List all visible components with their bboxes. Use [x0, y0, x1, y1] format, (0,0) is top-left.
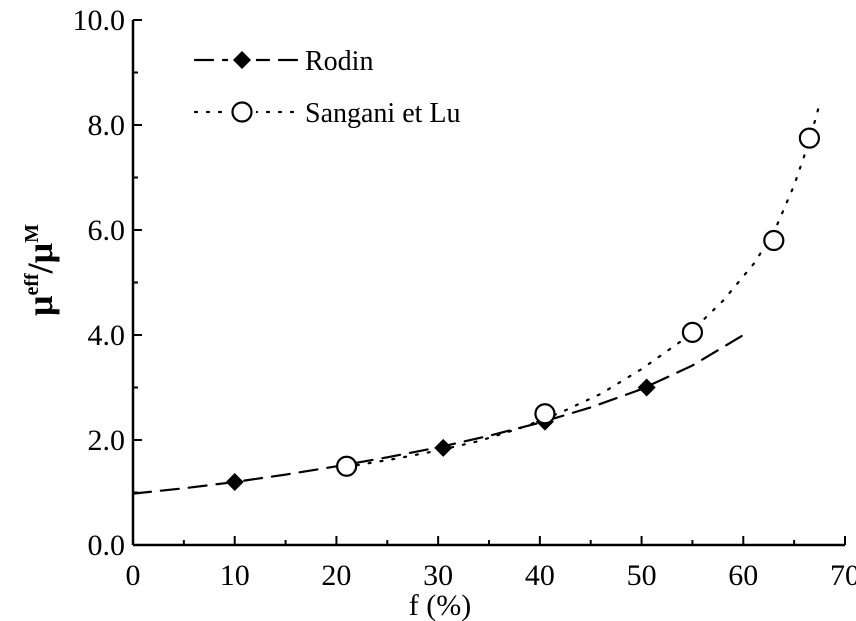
rodin-data-point	[434, 438, 453, 457]
y-tick-label: 4.0	[88, 319, 126, 352]
x-tick-label: 30	[423, 559, 453, 592]
svg-text:μeff/μM: μeff/μM	[20, 224, 60, 316]
y-axis-title-base2: μ	[20, 243, 60, 263]
x-tick-label: 70	[830, 559, 856, 592]
series-curve-rodin	[131, 333, 745, 495]
y-tick-label: 6.0	[88, 214, 126, 247]
legend-marker-rodin	[233, 51, 251, 69]
legend-label-rodin: Rodin	[305, 46, 373, 77]
sangani-et-lu-data-point	[681, 321, 704, 343]
x-tick-label: 10	[220, 559, 250, 592]
legend-label-sangani-et-lu: Sangani et Lu	[305, 98, 461, 129]
y-tick-label: 10.0	[73, 4, 126, 37]
x-tick-label: 40	[525, 559, 555, 592]
legend: Rodin Sangani et Lu	[193, 46, 461, 129]
sangani-et-lu-data-point	[336, 455, 358, 477]
rodin-data-point	[637, 378, 656, 397]
series-markers	[225, 127, 821, 491]
sangani-et-lu-data-point	[534, 403, 556, 425]
series-curves	[131, 102, 821, 495]
legend-marker-sangani-et-lu	[231, 101, 253, 123]
series-curve-sangani-et-lu	[355, 102, 821, 467]
x-tick-label: 0	[126, 559, 141, 592]
y-axis-title: μeff/μM	[20, 224, 60, 316]
sangani-et-lu-data-point	[763, 229, 785, 252]
sangani-et-lu-data-point	[798, 127, 821, 149]
y-axis-title-slash: /	[20, 262, 60, 274]
y-tick-label: 8.0	[88, 109, 126, 142]
x-tick-label: 50	[627, 559, 657, 592]
x-tick-label: 20	[321, 559, 351, 592]
y-axis-title-sup1: eff	[21, 273, 43, 296]
y-tick-label: 0.0	[88, 529, 126, 562]
rodin-data-point	[225, 473, 244, 491]
y-axis-title-sup2: M	[21, 224, 43, 243]
axis-ticks: 0 10 20 30 40 50 60 70 0.0 2.0 4.0 6.0 8.0 10.0	[73, 4, 856, 592]
x-tick-label: 60	[728, 559, 758, 592]
y-tick-label: 2.0	[88, 424, 126, 457]
y-axis-title-base1: μ	[20, 296, 60, 316]
x-axis-title: f (%)	[409, 589, 471, 621]
